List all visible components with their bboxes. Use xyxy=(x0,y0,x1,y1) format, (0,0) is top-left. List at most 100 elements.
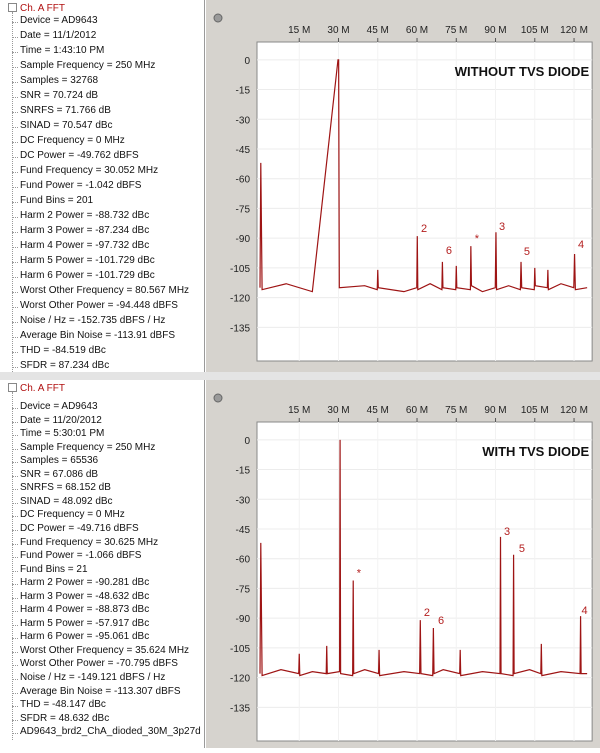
peak-annotation: 4 xyxy=(578,239,584,251)
y-tick-label: -135 xyxy=(230,323,250,334)
tree-item: SNRFS = 68.152 dB xyxy=(12,482,111,494)
status-icon xyxy=(213,393,223,403)
peak-annotation: 2 xyxy=(421,223,427,235)
y-tick-label: -120 xyxy=(230,294,250,305)
x-tick-label: 105 M xyxy=(521,405,549,416)
peak-annotation: 4 xyxy=(581,605,587,617)
tree-item: Harm 5 Power = -57.917 dBc xyxy=(11,617,150,629)
chart-title: WITH TVS DIODE xyxy=(482,444,589,459)
tree-item: SNR = 70.724 dB xyxy=(11,90,99,101)
x-tick-label: 90 M xyxy=(484,405,506,416)
x-tick-label: 15 M xyxy=(288,405,310,416)
y-tick-label: -15 xyxy=(236,466,251,477)
x-tick-label: 30 M xyxy=(327,405,349,416)
y-tick-label: -60 xyxy=(236,555,251,566)
tree-item: SNRFS = 71.766 dB xyxy=(12,105,111,116)
tree-connector xyxy=(12,392,13,741)
x-tick-label: 60 M xyxy=(406,25,428,36)
tree-item: Harm 3 Power = -48.632 dBc xyxy=(11,590,150,602)
tree-item: Harm 2 Power = -88.732 dBc xyxy=(11,210,150,221)
tree-item: AD9643_brd2_ChA_dioded_30M_3p27d xyxy=(12,726,201,738)
peak-annotation: 3 xyxy=(504,526,510,538)
chart-title: WITHOUT TVS DIODE xyxy=(455,64,590,79)
tree-item: Fund Bins = 201 xyxy=(11,195,94,206)
tree-item: Device = AD9643 xyxy=(12,401,98,412)
tree-item: Harm 3 Power = -87.234 dBc xyxy=(11,225,150,236)
tree-item: Fund Power = -1.066 dBFS xyxy=(11,550,142,562)
tree-item: Time = 1:43:10 PM xyxy=(11,45,105,56)
peak-annotation: 3 xyxy=(499,221,505,233)
y-tick-label: -105 xyxy=(230,644,250,655)
chart-area: 0 -15 -30 -45 -60 -75 -90 -105 -120 -135 15 M 30 M 4… xyxy=(206,380,600,753)
panel-separator xyxy=(0,372,600,380)
tree-item: Sample Frequency = 250 MHz xyxy=(11,60,156,71)
x-tick-label: 15 M xyxy=(288,25,310,36)
tree-item: Harm 4 Power = -88.873 dBc xyxy=(11,604,150,616)
tree-item: Harm 2 Power = -90.281 dBc xyxy=(11,577,150,589)
tree-root-label: Ch. A FFT xyxy=(20,3,66,14)
y-tick-label: -75 xyxy=(236,204,251,215)
chart: 0 -15 -30 -45 -60 -75 -90 -105 -120 -135 15 M 30 M 4… xyxy=(206,0,600,372)
x-tick-label: 120 M xyxy=(560,405,588,416)
x-tick-label: 105 M xyxy=(521,25,549,36)
x-tick-label: 75 M xyxy=(445,405,467,416)
tree-item: Harm 4 Power = -97.732 dBc xyxy=(11,240,150,251)
y-tick-label: -30 xyxy=(236,495,251,506)
tree-item: SFDR = 48.632 dBc xyxy=(11,712,110,724)
x-tick-label: 45 M xyxy=(367,405,389,416)
tree-item: Sample Frequency = 250 MHz xyxy=(11,441,156,453)
peak-annotation: 5 xyxy=(524,246,530,258)
tree-item: Average Bin Noise = -113.91 dBFS xyxy=(12,330,175,341)
expander xyxy=(8,3,17,12)
y-tick-label: -90 xyxy=(236,234,251,245)
tree-view: Ch. A FFT Device = AD9643 Date = 11/20/201… xyxy=(0,380,205,748)
y-tick-label: 0 xyxy=(244,56,250,67)
tree-root-label: Ch. A FFT xyxy=(20,383,66,394)
tree-item: SINAD = 48.092 dBc xyxy=(12,495,113,507)
peak-annotation: * xyxy=(475,233,480,245)
y-tick-label: -30 xyxy=(236,115,251,126)
x-tick-label: 90 M xyxy=(484,25,506,36)
tree-item: THD = -48.147 dBc xyxy=(12,699,106,711)
tree-item: Device = AD9643 xyxy=(12,15,98,26)
y-tick-label: -45 xyxy=(236,145,251,156)
tree-item: Harm 6 Power = -95.061 dBc xyxy=(11,631,150,643)
y-tick-label: 0 xyxy=(244,436,250,447)
tree-item: Samples = 32768 xyxy=(11,75,99,86)
tree-root[interactable]: Ch. A FFT xyxy=(8,2,65,14)
fft-panel: Ch. A FFT Device = AD9643 Date = 11/1/2012… xyxy=(0,0,600,374)
peak-annotation: 2 xyxy=(424,607,430,619)
expander xyxy=(8,383,17,392)
tree-item: DC Power = -49.716 dBFS xyxy=(12,522,139,534)
x-tick-label: 120 M xyxy=(560,25,588,36)
fft-panel: Ch. A FFT Device = AD9643 Date = 11/20/201… xyxy=(0,380,600,748)
peak-annotation: * xyxy=(357,568,362,580)
peak-annotation: 6 xyxy=(438,615,444,627)
peak-annotation: 5 xyxy=(519,543,525,555)
tree-item: Fund Frequency = 30.625 MHz xyxy=(11,536,159,548)
tree-item: THD = -84.519 dBc xyxy=(12,345,106,356)
chart-area: 0 -15 -30 -45 -60 -75 -90 -105 -120 -135 15 M 30 M 4… xyxy=(206,0,600,377)
tree-root[interactable]: Ch. A FFT xyxy=(8,382,65,394)
tree-item: SINAD = 70.547 dBc xyxy=(12,120,113,131)
tree-item: Worst Other Power = -94.448 dBFS xyxy=(12,300,178,311)
tree-item: Date = 11/20/2012 xyxy=(12,414,102,426)
x-tick-label: 45 M xyxy=(367,25,389,36)
tree-connector xyxy=(12,12,13,374)
tree-item: Samples = 65536 xyxy=(11,455,99,467)
tree-item: Worst Other Frequency = 35.624 MHz xyxy=(11,644,190,656)
y-tick-label: -120 xyxy=(230,674,250,685)
x-tick-label: 60 M xyxy=(406,405,428,416)
spectrum-line xyxy=(259,59,588,293)
y-tick-label: -90 xyxy=(236,614,251,625)
plot-area xyxy=(256,41,593,362)
y-tick-label: -45 xyxy=(236,525,251,536)
y-tick-label: -15 xyxy=(236,86,251,97)
tree-item: Harm 6 Power = -101.729 dBc xyxy=(12,270,155,281)
y-tick-label: -75 xyxy=(236,584,251,595)
tree-item: SFDR = 87.234 dBc xyxy=(11,360,110,371)
tree-item: Fund Frequency = 30.052 MHz xyxy=(11,165,159,176)
chart: 0 -15 -30 -45 -60 -75 -90 -105 -120 -135 15 M 30 M 4… xyxy=(206,380,600,748)
tree-item: Fund Power = -1.042 dBFS xyxy=(11,180,142,191)
tree-item: DC Frequency = 0 MHz xyxy=(12,135,125,146)
